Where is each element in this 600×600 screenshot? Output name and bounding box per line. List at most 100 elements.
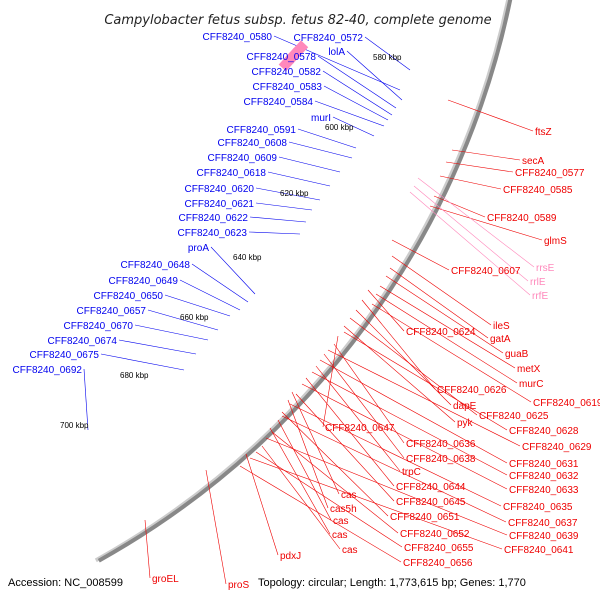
reverse-gene-leader <box>429 205 543 241</box>
reverse-gene-label: cas5h <box>330 504 357 515</box>
reverse-gene-leader <box>343 331 508 431</box>
forward-gene-leader <box>317 55 397 109</box>
forward-gene-label: CFF8240_0622 <box>179 213 249 224</box>
forward-gene-label: lolA <box>328 47 345 58</box>
forward-gene-leader <box>323 85 389 121</box>
reverse-gene-leader <box>255 451 403 548</box>
reverse-gene-leader <box>205 469 227 585</box>
reverse-gene-leader <box>375 293 518 384</box>
reverse-gene-leader <box>319 359 508 464</box>
reverse-gene-label: glmS <box>544 236 567 247</box>
reverse-gene-label: CFF8240_0619 <box>533 398 600 409</box>
reverse-gene-leader <box>287 399 329 509</box>
forward-gene-leader <box>322 70 393 116</box>
forward-gene-label: CFF8240_0670 <box>64 321 134 332</box>
forward-gene-label: murI <box>311 113 331 124</box>
reverse-gene-leader <box>379 285 516 369</box>
reverse-gene-leader <box>385 275 504 354</box>
reverse-gene-label: CFF8240_0638 <box>406 454 476 465</box>
reverse-gene-leader <box>311 371 508 476</box>
forward-gene-label: CFF8240_0649 <box>109 276 179 287</box>
forward-gene-leader <box>210 246 256 295</box>
forward-gene-label: CFF8240_0692 <box>13 365 83 376</box>
forward-gene-label: CFF8240_0591 <box>227 125 297 136</box>
reverse-gene-leader <box>323 353 405 459</box>
reverse-gene-label: ileS <box>493 321 510 332</box>
reverse-gene-leader <box>367 289 405 332</box>
forward-gene-label: CFF8240_0623 <box>178 228 248 239</box>
reverse-gene-leader <box>265 437 508 536</box>
reverse-gene-label: CFF8240_0631 <box>509 459 579 470</box>
reverse-gene-label: CFF8240_0607 <box>451 266 521 277</box>
reverse-gene-label: proS <box>228 580 249 591</box>
forward-gene-leader <box>179 279 241 311</box>
reverse-gene-label: cas <box>333 516 349 527</box>
reverse-gene-label: gatA <box>490 334 511 345</box>
forward-gene-leader <box>83 368 89 431</box>
kbp-label: 620 kbp <box>280 189 309 198</box>
forward-gene-leader <box>255 187 321 201</box>
forward-gene-label: CFF8240_0578 <box>247 52 317 63</box>
reverse-gene-label: CFF8240_0645 <box>396 497 466 508</box>
reverse-gene-leader <box>389 267 489 339</box>
forward-gene-leader <box>255 202 313 211</box>
reverse-gene-leader <box>447 99 534 132</box>
forward-gene-label: CFF8240_0620 <box>185 184 255 195</box>
forward-gene-leader <box>118 339 197 355</box>
reverse-gene-label: CFF8240_0635 <box>503 502 573 513</box>
gene-labels: 580 kbp 600 kbp 620 kbp 640 kbp 660 kbp 680 k… <box>13 32 600 591</box>
forward-gene-leader <box>288 141 353 159</box>
forward-gene-label: CFF8240_0657 <box>77 306 147 317</box>
reverse-gene-leader <box>439 175 502 190</box>
reverse-gene-leader <box>291 391 340 495</box>
forward-gene-label: CFF8240_0572 <box>294 33 364 44</box>
reverse-gene-leader <box>349 317 478 416</box>
forward-gene-leader <box>191 263 249 303</box>
genome-summary-label: Topology: circular; Length: 1,773,615 bp… <box>258 577 526 589</box>
rna-gene-leader <box>409 191 531 296</box>
reverse-gene-leader <box>305 377 395 487</box>
reverse-gene-label: CFF8240_0585 <box>503 185 573 196</box>
reverse-gene-label: CFF8240_0624 <box>406 327 476 338</box>
kbp-label: 640 kbp <box>233 253 262 262</box>
reverse-gene-label: pyk <box>457 418 474 429</box>
reverse-gene-leader <box>343 325 456 423</box>
reverse-gene-label: CFF8240_0637 <box>508 518 578 529</box>
reverse-gene-leader <box>277 419 332 521</box>
background-layer <box>94 0 513 563</box>
reverse-gene-leader <box>281 415 507 523</box>
map-title: Campylobacter fetus subsp. fetus 82-40, … <box>104 13 491 28</box>
reverse-gene-label: CFF8240_0647 <box>325 423 395 434</box>
reverse-gene-leader <box>433 195 486 218</box>
reverse-gene-label: CFF8240_0656 <box>403 558 473 569</box>
reverse-gene-leader <box>281 411 389 517</box>
feature-tracks <box>278 40 309 72</box>
reverse-gene-leader <box>327 349 521 447</box>
kbp-label: 700 kbp <box>60 421 89 430</box>
forward-gene-leader <box>147 309 219 331</box>
kbp-label: 660 kbp <box>180 313 209 322</box>
reverse-gene-leader <box>245 453 279 556</box>
reverse-gene-leader <box>333 343 405 444</box>
reverse-gene-label: pdxJ <box>280 551 301 562</box>
forward-gene-leader <box>164 294 231 317</box>
reverse-gene-leader <box>269 427 331 535</box>
rna-gene-label: rrfE <box>532 291 548 302</box>
forward-gene-label: CFF8240_0584 <box>244 97 314 108</box>
forward-gene-label: CFF8240_0608 <box>218 138 288 149</box>
forward-gene-label: CFF8240_0580 <box>203 32 273 43</box>
kbp-label: 600 kbp <box>325 123 354 132</box>
reverse-gene-label: CFF8240_0577 <box>515 168 585 179</box>
reverse-gene-leader <box>289 403 502 507</box>
reverse-gene-leader <box>391 255 492 326</box>
forward-gene-leader <box>267 171 331 187</box>
reverse-gene-label: CFF8240_0626 <box>437 385 507 396</box>
reverse-gene-label: CFF8240_0644 <box>396 482 466 493</box>
reverse-gene-label: dapE <box>453 401 477 412</box>
reverse-gene-label: CFF8240_0632 <box>509 471 579 482</box>
forward-gene-leader <box>100 353 185 371</box>
forward-gene-leader <box>278 156 341 173</box>
kbp-label: 580 kbp <box>373 53 402 62</box>
forward-gene-leader <box>314 100 385 127</box>
